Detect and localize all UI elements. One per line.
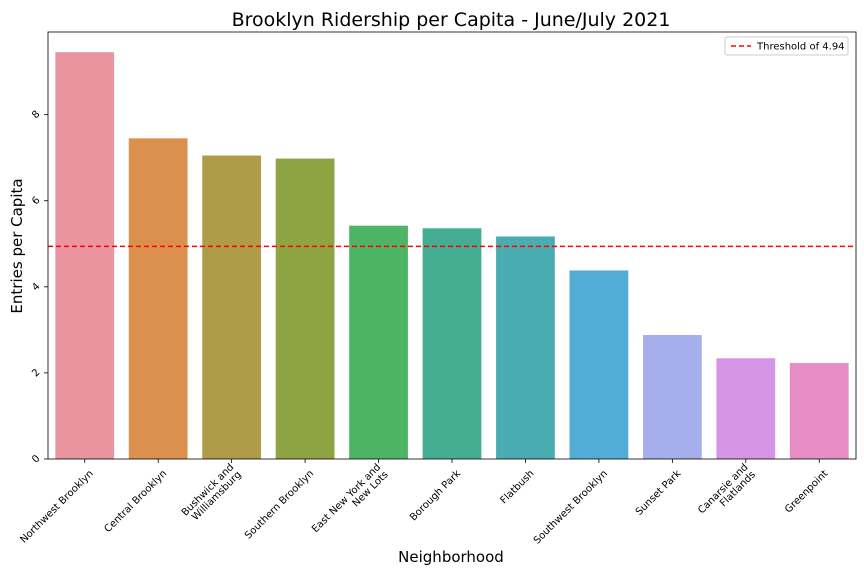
bar — [422, 228, 482, 459]
bar — [716, 358, 776, 459]
bar — [789, 363, 849, 459]
x-tick-label: Southern Brooklyn — [243, 468, 316, 541]
bar — [496, 236, 555, 459]
bar — [569, 270, 629, 459]
bar — [349, 225, 408, 459]
y-tick-label: 6 — [30, 195, 42, 207]
x-tick-label: Bushwick andWilliamsburg — [180, 462, 244, 526]
x-tick-label: Borough Park — [408, 468, 463, 523]
y-tick-label: 2 — [30, 367, 42, 379]
x-tick-label: Northwest Brooklyn — [18, 468, 95, 545]
y-tick-label: 4 — [30, 281, 42, 293]
y-axis-label: Entries per Capita — [8, 178, 26, 313]
chart-title: Brooklyn Ridership per Capita - June/Jul… — [232, 9, 671, 31]
x-tick-label: Flatbush — [498, 468, 536, 506]
bar — [55, 52, 115, 460]
bar — [128, 138, 188, 459]
bars-group — [55, 52, 849, 460]
bar — [642, 335, 702, 459]
x-axis-label: Neighborhood — [398, 548, 504, 566]
bar — [202, 155, 262, 459]
x-tick-label: Greenpoint — [783, 468, 830, 515]
legend-box — [724, 36, 849, 56]
x-tick-label: Sunset Park — [634, 468, 684, 518]
y-ticks-group: 0 2 4 6 8 — [30, 109, 48, 465]
legend: Threshold of 4.94 — [724, 36, 849, 56]
y-tick-label: 0 — [30, 453, 42, 465]
x-tick-label: Southwest Brooklyn — [532, 468, 610, 546]
legend-threshold-label: Threshold of 4.94 — [756, 42, 845, 53]
x-tick-label: Central Brooklyn — [102, 468, 169, 535]
x-ticks-group: Northwest Brooklyn Central Brooklyn Bushwi… — [18, 459, 830, 546]
y-tick-label: 8 — [30, 109, 42, 121]
x-tick-label: East New York andNew Lots — [310, 462, 391, 543]
x-tick-label: Canarsie andFlatlands — [696, 462, 758, 524]
bar — [275, 158, 335, 459]
